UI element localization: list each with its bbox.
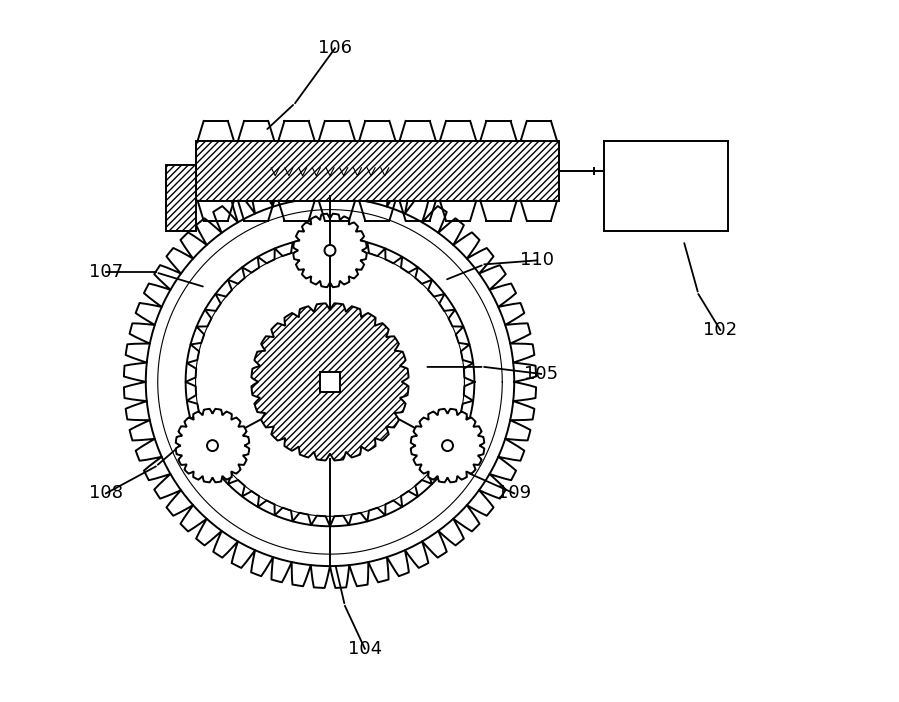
Text: 104: 104 <box>348 640 382 658</box>
Text: 102: 102 <box>703 321 737 339</box>
Polygon shape <box>293 213 367 287</box>
Text: 109: 109 <box>497 484 531 503</box>
Polygon shape <box>165 165 196 230</box>
Text: 106: 106 <box>318 39 352 58</box>
Circle shape <box>207 440 218 451</box>
Text: 108: 108 <box>89 484 123 503</box>
Text: 107: 107 <box>89 263 123 282</box>
Polygon shape <box>196 141 559 201</box>
Circle shape <box>442 440 453 451</box>
Text: 110: 110 <box>521 251 554 270</box>
Text: 105: 105 <box>524 365 558 383</box>
Circle shape <box>325 245 335 256</box>
Bar <box>604 141 728 230</box>
Polygon shape <box>411 409 485 482</box>
Polygon shape <box>176 409 249 482</box>
Polygon shape <box>252 303 408 461</box>
Bar <box>320 372 340 392</box>
